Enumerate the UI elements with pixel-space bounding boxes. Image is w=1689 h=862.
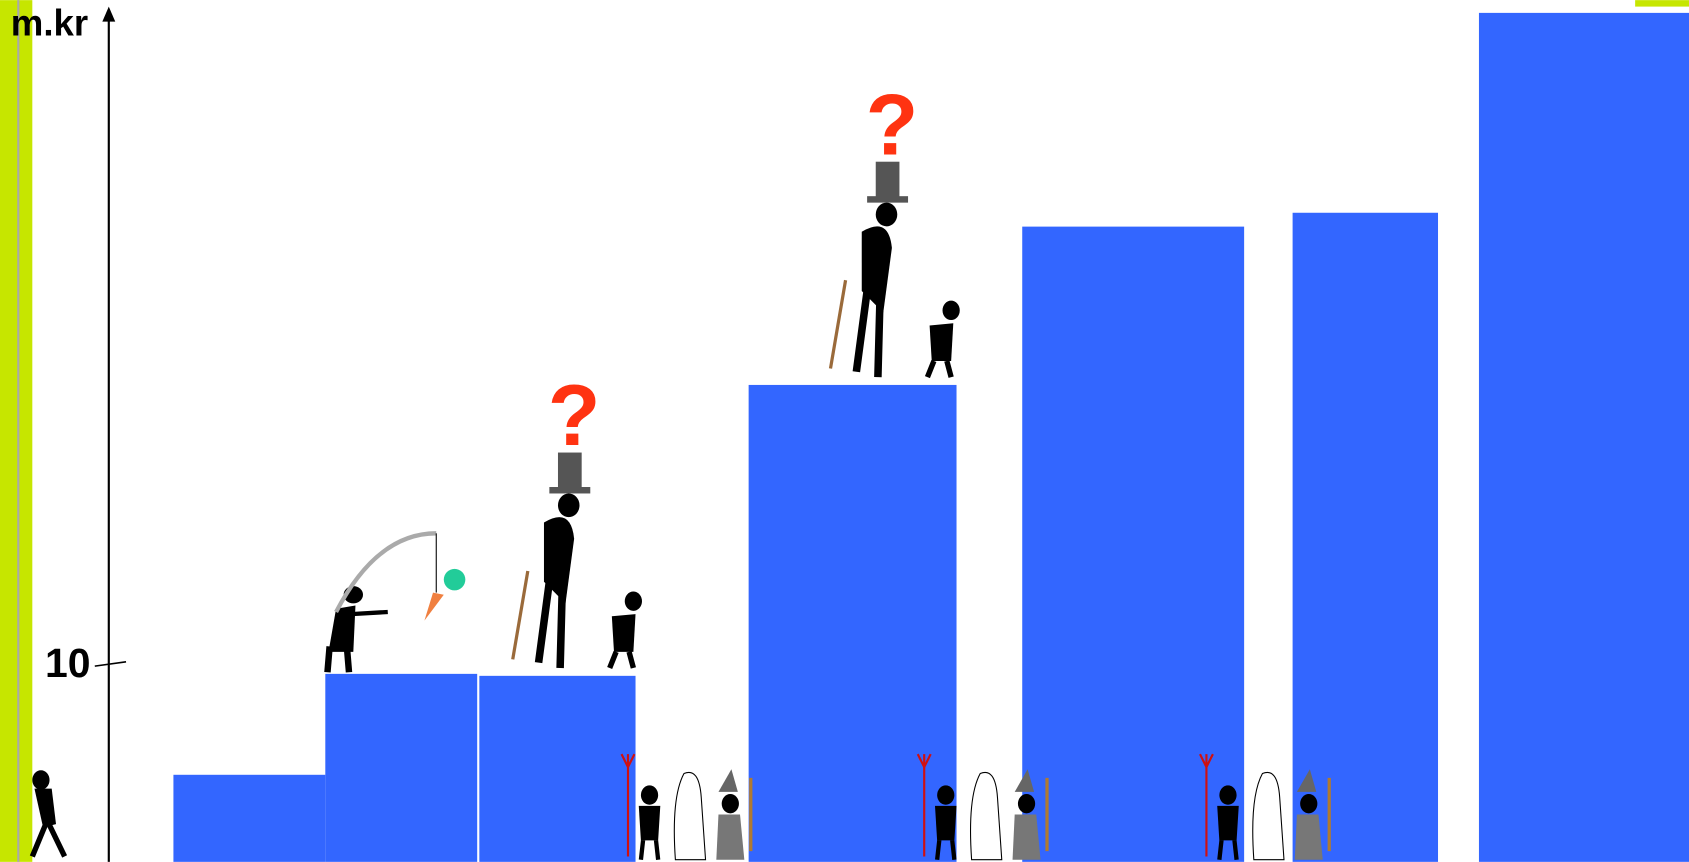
side-stripe bbox=[0, 0, 33, 862]
bar bbox=[1022, 226, 1245, 862]
clipart-part bbox=[620, 753, 636, 770]
clipart-part bbox=[1252, 771, 1285, 861]
clipart-part bbox=[718, 769, 738, 792]
clipart-part bbox=[1296, 769, 1317, 792]
clipart-part bbox=[916, 753, 932, 770]
bar bbox=[1292, 212, 1439, 862]
clipart-part bbox=[1017, 794, 1036, 814]
bar bbox=[748, 384, 957, 862]
question-mark: ? bbox=[866, 77, 919, 173]
y-tick bbox=[94, 661, 127, 667]
halloween-group bbox=[620, 753, 753, 861]
bar bbox=[1478, 12, 1689, 862]
clipart-part bbox=[716, 814, 745, 860]
bar bbox=[173, 774, 326, 862]
clipart-part bbox=[1294, 814, 1323, 860]
clipart-part bbox=[1300, 794, 1318, 814]
clipart-part bbox=[934, 805, 957, 841]
clipart-part bbox=[1219, 785, 1237, 805]
corner-stripe bbox=[1635, 0, 1689, 7]
halloween-group bbox=[916, 753, 1049, 861]
axis-arrow bbox=[102, 6, 116, 22]
y-tick-label: 10 bbox=[45, 640, 91, 686]
clipart-part bbox=[673, 771, 707, 861]
clipart-part bbox=[934, 840, 957, 860]
clipart-part bbox=[1014, 769, 1035, 792]
bar bbox=[479, 675, 636, 862]
clipart-part bbox=[970, 771, 1003, 861]
clipart-part bbox=[1012, 814, 1041, 860]
clipart bbox=[29, 161, 960, 858]
clipart-part bbox=[1217, 840, 1239, 860]
clipart-part bbox=[1217, 805, 1239, 841]
bar bbox=[325, 673, 478, 862]
clipart-part bbox=[638, 805, 661, 841]
halloween-group bbox=[1199, 753, 1331, 861]
clipart-part bbox=[1199, 753, 1214, 770]
clipart-part bbox=[721, 794, 739, 814]
clipart-part bbox=[937, 785, 955, 805]
clipart-part bbox=[638, 840, 661, 860]
clipart-part bbox=[640, 785, 659, 805]
question-mark: ? bbox=[548, 368, 601, 464]
y-axis-label: m.kr bbox=[11, 3, 88, 44]
